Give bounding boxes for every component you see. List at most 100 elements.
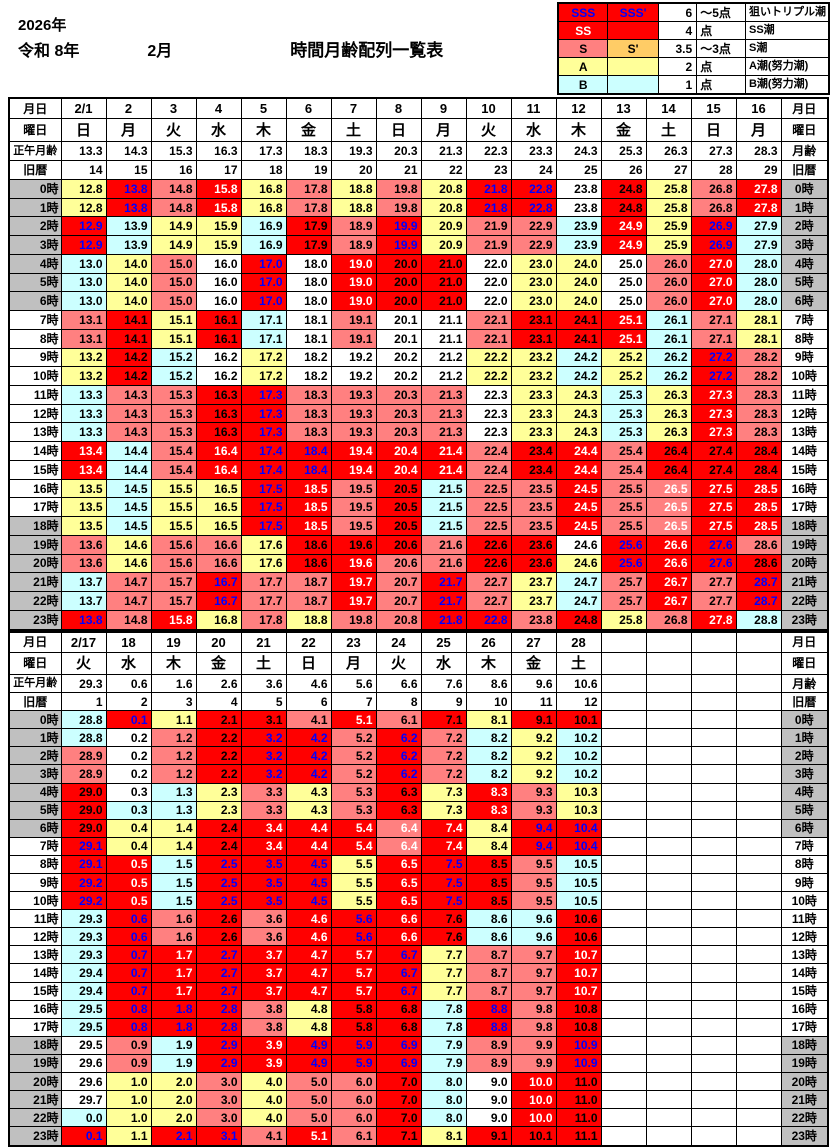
moon-age-cell: 24.7 xyxy=(555,572,602,593)
moon-age-cell: 15.5 xyxy=(150,497,197,518)
moon-age-cell: 0.5 xyxy=(105,854,152,875)
moon-age-cell: 5.9 xyxy=(330,1035,377,1055)
moon-age-cell: 8.6 xyxy=(465,909,512,929)
moon-age-cell: 23.1 xyxy=(510,310,557,330)
legend-class-cell: S xyxy=(557,39,609,58)
moon-age-cell: 27.3 xyxy=(690,385,737,405)
old-calendar-cell: 5 xyxy=(240,692,287,712)
moon-age-cell: 15.9 xyxy=(195,216,242,237)
empty-cell xyxy=(645,782,692,802)
moon-age-cell: 19.9 xyxy=(375,235,422,255)
moon-age-cell: 8.2 xyxy=(465,746,512,766)
moon-age-cell: 28.3 xyxy=(735,422,782,443)
moon-age-cell: 8.0 xyxy=(420,1108,467,1128)
moon-age-cell: 15.6 xyxy=(150,553,197,574)
moon-age-cell: 15.0 xyxy=(150,253,197,274)
row-header-label: 曜日 xyxy=(780,118,829,143)
moon-age-cell: 25.5 xyxy=(600,516,647,536)
moon-age-cell: 16.3 xyxy=(195,422,242,443)
row-header-label: 旧暦 xyxy=(780,160,829,180)
empty-cell xyxy=(600,746,647,766)
moon-age-cell: 9.6 xyxy=(510,927,557,947)
moon-age-cell: 29.7 xyxy=(60,1090,107,1110)
old-calendar-cell: 9 xyxy=(420,692,467,712)
noon-age-cell: 27.3 xyxy=(690,141,737,162)
moon-age-cell: 18.4 xyxy=(285,441,332,461)
moon-age-cell: 24.8 xyxy=(555,609,602,631)
empty-cell xyxy=(600,1126,647,1147)
hour-label-right: 17時 xyxy=(780,1017,829,1037)
moon-age-cell: 26.8 xyxy=(690,197,737,218)
moon-age-cell: 13.5 xyxy=(60,497,107,518)
moon-age-cell: 15.0 xyxy=(150,291,197,312)
moon-age-cell: 2.0 xyxy=(150,1090,197,1110)
moon-age-cell: 13.3 xyxy=(60,403,107,424)
moon-age-cell: 28.1 xyxy=(735,328,782,349)
hour-label-right: 22時 xyxy=(780,1108,829,1128)
empty-cell xyxy=(600,854,647,875)
hour-label-left: 16時 xyxy=(8,478,62,499)
date-cell: 2/17 xyxy=(60,631,107,653)
hour-label-left: 9時 xyxy=(8,872,62,893)
empty-cell xyxy=(645,909,692,929)
moon-age-cell: 17.8 xyxy=(240,609,287,631)
moon-age-cell: 1.9 xyxy=(150,1053,197,1074)
moon-age-cell: 1.3 xyxy=(150,800,197,820)
moon-age-cell: 27.3 xyxy=(690,403,737,424)
moon-age-cell: 26.1 xyxy=(645,310,692,330)
hour-label-right: 23時 xyxy=(780,609,829,631)
moon-age-cell: 7.2 xyxy=(420,728,467,748)
moon-age-cell: 5.8 xyxy=(330,999,377,1019)
legend-class-cell: SS xyxy=(557,21,609,40)
moon-age-cell: 13.4 xyxy=(60,459,107,480)
moon-age-cell: 23.8 xyxy=(510,609,557,631)
date-cell: 13 xyxy=(600,97,647,120)
empty-cell xyxy=(735,1126,782,1147)
moon-age-cell: 4.2 xyxy=(285,746,332,766)
moon-age-cell: 3.0 xyxy=(195,1108,242,1128)
moon-age-cell: 18.6 xyxy=(285,553,332,574)
moon-age-cell: 29.1 xyxy=(60,836,107,856)
empty-cell xyxy=(600,728,647,748)
moon-age-cell: 5.2 xyxy=(330,728,377,748)
noon-age-cell: 14.3 xyxy=(105,141,152,162)
moon-age-cell: 26.0 xyxy=(645,272,692,293)
weekday-cell: 水 xyxy=(195,118,242,143)
legend-description-cell: SS潮 xyxy=(744,21,830,40)
moon-age-cell: 26.5 xyxy=(645,497,692,518)
moon-age-cell: 28.1 xyxy=(735,310,782,330)
moon-age-cell: 7.6 xyxy=(420,909,467,929)
moon-age-cell: 26.0 xyxy=(645,253,692,274)
hour-label-left: 4時 xyxy=(8,253,62,274)
moon-age-cell: 4.7 xyxy=(285,945,332,965)
legend-class-prime-cell xyxy=(607,57,659,76)
moon-age-cell: 23.3 xyxy=(510,385,557,405)
noon-age-cell: 26.3 xyxy=(645,141,692,162)
page-title: 時間月齢配列一覧表 xyxy=(290,41,444,60)
moon-age-cell: 28.6 xyxy=(735,553,782,574)
moon-age-cell: 2.4 xyxy=(195,818,242,838)
hour-label-right: 1時 xyxy=(780,197,829,218)
empty-cell xyxy=(600,963,647,983)
moon-age-cell: 22.6 xyxy=(465,553,512,574)
moon-age-cell: 14.5 xyxy=(105,497,152,518)
moon-age-cell: 22.6 xyxy=(465,534,512,555)
hour-label-right: 8時 xyxy=(780,328,829,349)
moon-age-cell: 19.9 xyxy=(375,216,422,237)
empty-cell xyxy=(645,1090,692,1110)
moon-age-cell: 0.7 xyxy=(105,981,152,1001)
moon-age-cell: 13.7 xyxy=(60,572,107,593)
moon-age-cell: 10.4 xyxy=(555,818,602,838)
moon-age-cell: 12.8 xyxy=(60,178,107,199)
moon-age-cell: 22.9 xyxy=(510,216,557,237)
moon-age-cell: 8.7 xyxy=(465,945,512,965)
noon-age-cell: 2.6 xyxy=(195,673,242,694)
moon-age-cell: 4.5 xyxy=(285,854,332,875)
empty-cell xyxy=(690,782,737,802)
moon-age-cell: 24.5 xyxy=(555,516,602,536)
weekday-cell: 金 xyxy=(285,118,332,143)
empty-cell xyxy=(735,1017,782,1037)
date-cell: 9 xyxy=(420,97,467,120)
moon-age-cell: 10.0 xyxy=(510,1108,557,1128)
moon-age-cell: 25.0 xyxy=(600,253,647,274)
